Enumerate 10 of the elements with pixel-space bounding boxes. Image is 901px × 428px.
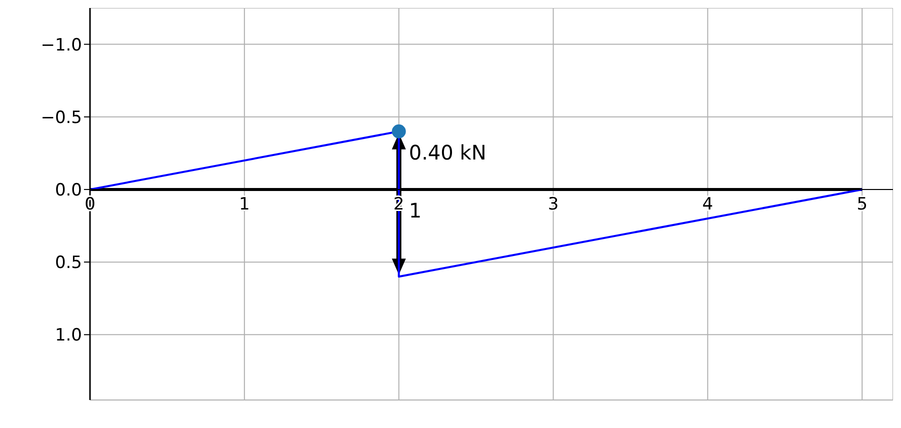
y-tick-label: 0.5 [54, 253, 82, 274]
y-tick-label: 1.0 [54, 326, 82, 346]
y-tick-label: −0.5 [40, 108, 82, 128]
annotation: 0.40 kN [408, 140, 486, 164]
x-tick-label: 3 [548, 194, 559, 214]
x-tick-label: 1 [239, 194, 250, 214]
x-tick-label: 5 [856, 194, 868, 214]
y-tick-label: 0.0 [54, 180, 82, 201]
x-tick-label: 4 [702, 194, 714, 214]
y-tick-label: −1.0 [40, 35, 82, 56]
